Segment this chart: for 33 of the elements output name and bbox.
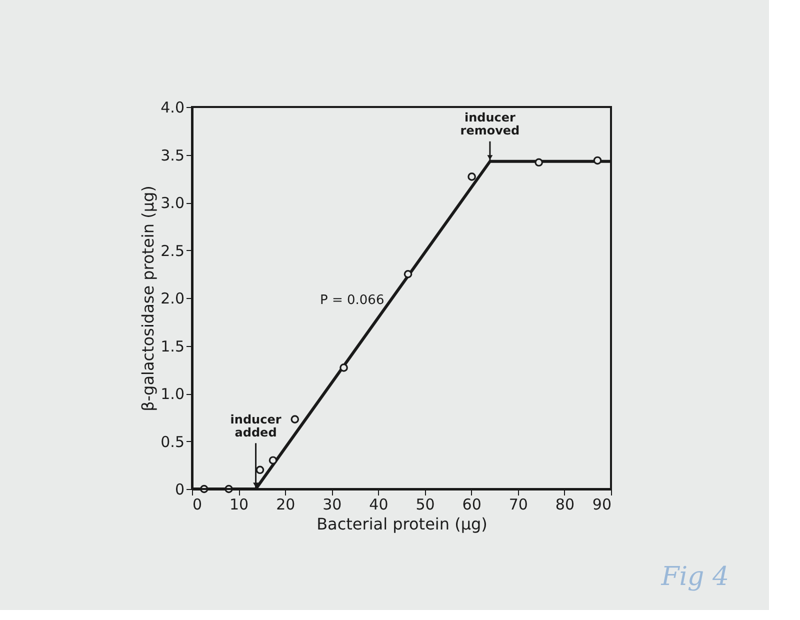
point xyxy=(268,456,278,464)
y-tick-label: 0 xyxy=(174,480,184,498)
x-tick-label: 60 xyxy=(462,496,482,514)
y-tick-label: 3.0 xyxy=(160,194,184,212)
x-tick-label: 40 xyxy=(369,496,388,514)
annotation: P = 0.066 xyxy=(320,293,384,308)
x-tick-label: 80 xyxy=(555,496,574,514)
y-tick-label: 0.5 xyxy=(160,432,184,451)
y-tick-label: 1.0 xyxy=(160,385,184,403)
x-tick-label: 30 xyxy=(322,496,342,514)
x-tick-label: 20 xyxy=(276,496,296,514)
y-tick-label: 2.5 xyxy=(160,242,184,260)
x-tick-label: 10 xyxy=(230,496,249,514)
annotation: inducer added xyxy=(230,412,282,440)
caption: Fig 4 xyxy=(660,562,729,592)
point xyxy=(340,364,348,372)
point xyxy=(468,172,476,181)
x-axis-title: Bacterial protein (µg) xyxy=(316,514,488,534)
point xyxy=(290,415,300,424)
point xyxy=(256,466,264,474)
y-tick-label: 3.5 xyxy=(160,146,184,164)
y-tick-label: 2.0 xyxy=(160,290,184,308)
x-tick-label: 90 xyxy=(592,496,612,514)
y-tick-label: 4.0 xyxy=(160,98,184,116)
y-tick-label: 1.5 xyxy=(160,337,184,356)
point xyxy=(534,158,543,167)
y-axis-title: β-galactosidase protein (µg) xyxy=(138,186,158,412)
x-tick-label: 70 xyxy=(508,496,528,514)
x-tick-label: 0 xyxy=(192,496,202,514)
annotation: inducer removed xyxy=(460,110,520,138)
point xyxy=(404,270,412,278)
x-tick-label: 50 xyxy=(416,496,435,514)
point xyxy=(593,156,602,165)
